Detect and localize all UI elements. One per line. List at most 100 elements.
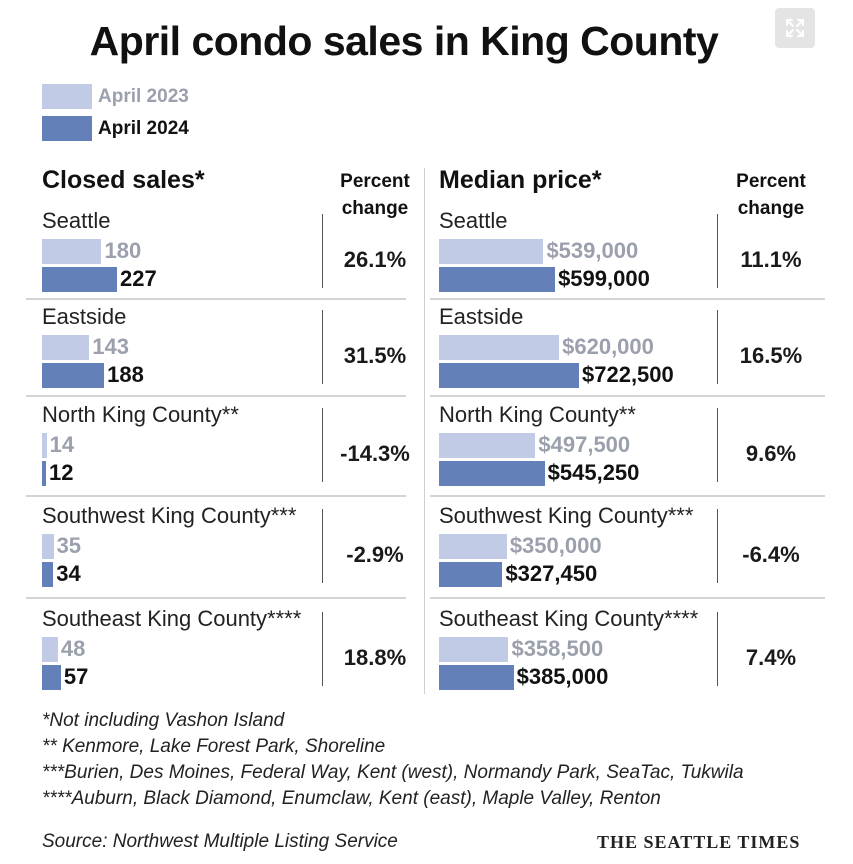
sales-eastside-percent-change: 31.5% xyxy=(343,343,407,368)
chart-title: April condo sales in King County xyxy=(89,18,719,64)
price-eastside-value-2023: $620,000 xyxy=(562,334,654,359)
price-southeast-king-county-percent-change: 7.4% xyxy=(745,645,797,670)
price-pct-header-line2: change xyxy=(737,198,805,219)
price-southwest-king-county-bar-2024 xyxy=(439,562,503,587)
price-eastside-divider xyxy=(717,310,718,384)
price-southwest-king-county-label: Southwest King County*** xyxy=(439,503,694,528)
sales-southwest-king-county-value-2023: 35 xyxy=(56,533,82,558)
sales-pct-header-line1: Percent xyxy=(340,171,410,192)
sales-eastside-label: Eastside xyxy=(42,304,127,329)
price-pct-header-line1: Percent xyxy=(736,171,806,192)
price-southwest-king-county-bar-2023 xyxy=(439,534,507,559)
sales-north-king-county-bar-2024 xyxy=(42,461,46,486)
price-row-separator xyxy=(430,597,825,599)
price-seattle-value-2024: $599,000 xyxy=(558,266,650,291)
price-eastside-value-2024: $722,500 xyxy=(582,362,674,387)
legend-label-2024: April 2024 xyxy=(98,118,189,139)
price-row-separator xyxy=(430,298,825,300)
sales-north-king-county-percent-change: -14.3% xyxy=(340,441,410,466)
sales-row-separator xyxy=(26,298,406,300)
price-seattle-bar-2024 xyxy=(439,267,556,292)
price-eastside-percent-change: 16.5% xyxy=(739,343,803,368)
price-seattle-label: Seattle xyxy=(439,208,508,233)
price-header: Median price* xyxy=(439,166,602,194)
sales-eastside-bar-2024 xyxy=(42,363,105,388)
price-pct-header: Percent change xyxy=(716,168,826,222)
sales-southeast-king-county-value-2023: 48 xyxy=(60,636,86,661)
sales-north-king-county-value-2023: 14 xyxy=(49,432,75,457)
price-row-separator xyxy=(430,495,825,497)
legend-swatch-2024 xyxy=(42,116,92,141)
sales-southeast-king-county-divider xyxy=(322,612,323,686)
sales-seattle-percent-change: 26.1% xyxy=(343,247,407,272)
sales-eastside-divider xyxy=(322,310,323,384)
price-north-king-county-bar-2023 xyxy=(439,433,536,458)
price-seattle-value-2023: $539,000 xyxy=(546,238,639,263)
price-southeast-king-county-bar-2023 xyxy=(439,637,509,662)
footnote-2: ** Kenmore, Lake Forest Park, Shoreline xyxy=(42,736,386,757)
sales-southwest-king-county-label: Southwest King County*** xyxy=(42,503,297,528)
sales-southwest-king-county-bar-2024 xyxy=(42,562,54,587)
sales-north-king-county-value-2024: 12 xyxy=(49,460,74,485)
sales-southwest-king-county-bar-2023 xyxy=(42,534,54,559)
price-southwest-king-county-value-2023: $350,000 xyxy=(509,533,602,558)
price-north-king-county-label: North King County** xyxy=(439,402,636,427)
expand-button[interactable] xyxy=(775,8,815,48)
price-eastside-bar-2024 xyxy=(439,363,579,388)
expand-icon xyxy=(786,19,804,37)
sales-row-separator xyxy=(26,597,406,599)
price-row-separator xyxy=(430,395,825,397)
price-north-king-county-divider xyxy=(717,408,718,482)
price-southeast-king-county-value-2024: $385,000 xyxy=(516,664,609,689)
sales-north-king-county-label: North King County** xyxy=(42,402,239,427)
price-seattle-divider xyxy=(717,214,718,288)
price-north-king-county-bar-2024 xyxy=(439,461,545,486)
sales-southwest-king-county-divider xyxy=(322,509,323,583)
legend-swatch-2023 xyxy=(42,84,92,109)
sales-seattle-label: Seattle xyxy=(42,208,111,233)
legend-label-2023: April 2023 xyxy=(98,86,189,107)
sales-row-separator xyxy=(26,495,406,497)
sales-southwest-king-county-percent-change: -2.9% xyxy=(346,542,404,567)
sales-pct-header-line2: change xyxy=(341,198,409,219)
sales-pct-header: Percent change xyxy=(320,168,430,222)
footnote-1: *Not including Vashon Island xyxy=(42,710,285,731)
price-seattle-percent-change: 11.1% xyxy=(740,247,802,272)
sales-north-king-county-divider xyxy=(322,408,323,482)
price-southeast-king-county-value-2023: $358,500 xyxy=(511,636,604,661)
sales-southeast-king-county-percent-change: 18.8% xyxy=(343,645,407,670)
sales-seattle-value-2023: 180 xyxy=(104,238,142,263)
sales-north-king-county-bar-2023 xyxy=(42,433,47,458)
price-seattle-bar-2023 xyxy=(439,239,544,264)
price-southwest-king-county-percent-change: -6.4% xyxy=(742,542,800,567)
price-southeast-king-county-bar-2024 xyxy=(439,665,514,690)
sales-eastside-value-2023: 143 xyxy=(92,334,129,359)
price-southwest-king-county-value-2024: $327,450 xyxy=(505,561,598,586)
price-southeast-king-county-label: Southeast King County**** xyxy=(439,606,699,631)
sales-southwest-king-county-value-2024: 34 xyxy=(56,561,81,586)
sales-eastside-bar-2023 xyxy=(42,335,90,360)
price-southwest-king-county-divider xyxy=(717,509,718,583)
price-southeast-king-county-divider xyxy=(717,612,718,686)
column-separator xyxy=(424,168,425,694)
sales-seattle-bar-2023 xyxy=(42,239,102,264)
sales-southeast-king-county-label: Southeast King County**** xyxy=(42,606,302,631)
price-north-king-county-percent-change: 9.6% xyxy=(745,441,797,466)
sales-southeast-king-county-bar-2024 xyxy=(42,665,61,690)
sales-row-separator xyxy=(26,395,406,397)
sales-southeast-king-county-value-2024: 57 xyxy=(63,664,89,689)
source-note: Source: Northwest Multiple Listing Servi… xyxy=(42,831,398,852)
footnote-3: ***Burien, Des Moines, Federal Way, Kent… xyxy=(42,762,744,783)
sales-header: Closed sales* xyxy=(42,166,205,194)
price-north-king-county-value-2023: $497,500 xyxy=(538,432,631,457)
footnote-4: ****Auburn, Black Diamond, Enumclaw, Ken… xyxy=(42,788,661,809)
sales-seattle-divider xyxy=(322,214,323,288)
sales-eastside-value-2024: 188 xyxy=(107,362,144,387)
price-north-king-county-value-2024: $545,250 xyxy=(547,460,640,485)
sales-seattle-value-2024: 227 xyxy=(120,266,157,291)
price-eastside-label: Eastside xyxy=(439,304,524,329)
sales-southeast-king-county-bar-2023 xyxy=(42,637,58,662)
price-eastside-bar-2023 xyxy=(439,335,560,360)
sales-seattle-bar-2024 xyxy=(42,267,117,292)
brand-logo: THE SEATTLE TIMES xyxy=(597,832,801,852)
